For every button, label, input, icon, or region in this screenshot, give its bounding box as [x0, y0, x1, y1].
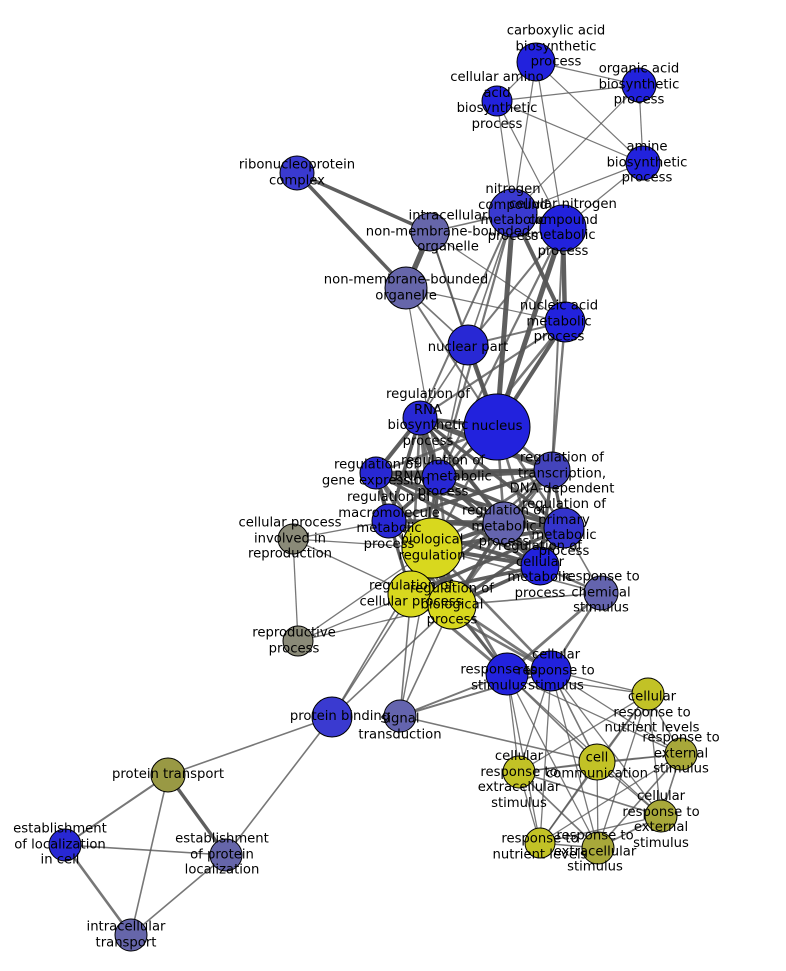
- graph-node-regulation-of-transcription-dna-dependent[interactable]: [533, 451, 571, 489]
- graph-node-regulation-of-biological-process[interactable]: [427, 580, 477, 630]
- graph-edge: [405, 287, 440, 478]
- graph-edge: [331, 593, 412, 718]
- graph-node-cellular-response-to-external-stimulus[interactable]: [644, 799, 678, 833]
- graph-edge: [451, 592, 602, 606]
- graph-node-establishment-of-protein-localization[interactable]: [209, 838, 243, 872]
- graph-node-cellular-response-to-stimulus[interactable]: [530, 650, 572, 692]
- graph-edge: [518, 771, 662, 817]
- graph-node-non-membrane-bounded-organelle[interactable]: [384, 266, 428, 310]
- graph-edge: [550, 670, 682, 755]
- graph-node-regulation-of-macromolecule-metabolic-process[interactable]: [371, 503, 407, 539]
- graph-edge: [399, 715, 598, 763]
- graph-edge: [130, 774, 169, 936]
- graph-edge: [167, 716, 333, 776]
- graph-node-establishment-of-localization-in-cell[interactable]: [48, 828, 82, 862]
- graph-edge: [535, 61, 644, 164]
- graph-edge: [225, 716, 333, 856]
- graph-node-regulation-of-rna-metabolic-process[interactable]: [421, 459, 457, 495]
- graph-node-response-to-chemical-stimulus[interactable]: [583, 575, 619, 611]
- graph-edge: [647, 693, 662, 817]
- graph-node-protein-binding[interactable]: [311, 696, 353, 738]
- graph-edge: [535, 61, 564, 229]
- graph-edge: [539, 815, 662, 844]
- graph-node-cellular-amino-acid-biosynthetic-process[interactable]: [481, 85, 513, 117]
- graph-edge: [506, 673, 599, 849]
- graph-edge: [130, 854, 227, 936]
- graph-edge: [292, 538, 299, 642]
- graph-node-response-to-external-stimulus[interactable]: [664, 737, 698, 771]
- graph-edge: [438, 344, 469, 478]
- graph-edge: [518, 771, 599, 849]
- graph-node-nucleus[interactable]: [463, 393, 531, 461]
- graph-edge: [64, 774, 169, 846]
- graph-edge: [496, 100, 644, 164]
- edge-layer: [63, 61, 682, 936]
- graph-edge: [331, 604, 453, 718]
- graph-edge: [539, 670, 552, 844]
- graph-edge: [512, 61, 537, 214]
- graph-edge: [550, 321, 567, 471]
- graph-edge: [295, 171, 408, 290]
- graph-node-cellular-response-to-nutrient-levels[interactable]: [631, 677, 665, 711]
- graph-edge: [550, 670, 662, 817]
- graph-edge: [63, 844, 133, 936]
- graph-edge: [410, 526, 565, 596]
- graph-node-nuclear-part[interactable]: [447, 324, 489, 366]
- graph-node-carboxylic-acid-biosynthetic-process[interactable]: [516, 42, 556, 82]
- graph-edge: [496, 84, 640, 102]
- graph-node-cellular-response-to-extracellular-stimulus[interactable]: [502, 755, 536, 789]
- graph-node-cellular-nitrogen-compound-metabolic-process[interactable]: [539, 204, 587, 252]
- graph-edge: [388, 468, 553, 523]
- graph-edge: [375, 468, 553, 475]
- graph-node-response-to-nutrient-levels[interactable]: [524, 827, 556, 859]
- graph-edge: [597, 753, 682, 849]
- graph-node-intracellular-non-membrane-bounded-organelle[interactable]: [410, 212, 450, 252]
- graph-node-nucleic-acid-metabolic-process[interactable]: [544, 301, 586, 343]
- graph-node-intracellular-transport[interactable]: [114, 918, 148, 952]
- graph-node-regulation-of-rna-biosynthetic-process[interactable]: [402, 400, 438, 436]
- graph-edge: [539, 753, 682, 844]
- graph-edge: [419, 321, 566, 419]
- graph-edge: [467, 227, 564, 346]
- graph-node-amine-biosynthetic-process[interactable]: [625, 145, 661, 181]
- graph-node-regulation-of-metabolic-process[interactable]: [482, 501, 526, 545]
- graph-edge: [506, 673, 682, 755]
- graph-node-biological-regulation[interactable]: [401, 517, 463, 579]
- graph-node-regulation-of-gene-expression[interactable]: [359, 456, 393, 490]
- graph-node-protein-transport[interactable]: [150, 757, 186, 793]
- graph-edge: [375, 471, 565, 530]
- graph-edge: [512, 84, 640, 214]
- graph-edge: [597, 693, 649, 849]
- graph-edge: [296, 171, 431, 234]
- graph-node-organic-acid-biosynthetic-process[interactable]: [621, 67, 657, 103]
- graph-edge: [496, 100, 564, 229]
- graph-node-ribonucleoprotein-complex[interactable]: [279, 155, 315, 191]
- graph-edge: [551, 227, 564, 471]
- graph-node-regulation-of-cellular-metabolic-process[interactable]: [520, 546, 560, 586]
- graph-node-cellular-process-involved-in-reproduction[interactable]: [277, 523, 309, 555]
- graph-edge: [494, 212, 516, 428]
- graph-node-nitrogen-compound-metabolic-process[interactable]: [488, 188, 538, 238]
- graph-edge: [518, 693, 649, 773]
- graph-edge: [375, 471, 505, 525]
- graph-edge: [405, 287, 566, 323]
- graph-node-reproductive-process[interactable]: [282, 625, 314, 657]
- graph-node-response-to-extracellular-stimulus[interactable]: [581, 831, 615, 865]
- graph-node-regulation-of-cellular-process[interactable]: [387, 570, 435, 618]
- graph-node-cell-communication[interactable]: [578, 743, 616, 781]
- graph-node-signal-transduction[interactable]: [383, 699, 417, 733]
- graph-edge: [429, 231, 566, 323]
- graph-edge: [506, 673, 662, 817]
- graph-edge: [550, 670, 599, 849]
- graph-edge: [419, 212, 514, 419]
- graph-node-response-to-stimulus[interactable]: [485, 652, 529, 696]
- graph-node-regulation-of-primary-metabolic-process[interactable]: [543, 507, 585, 549]
- graph-edge: [64, 844, 227, 856]
- node-layer: [48, 42, 698, 952]
